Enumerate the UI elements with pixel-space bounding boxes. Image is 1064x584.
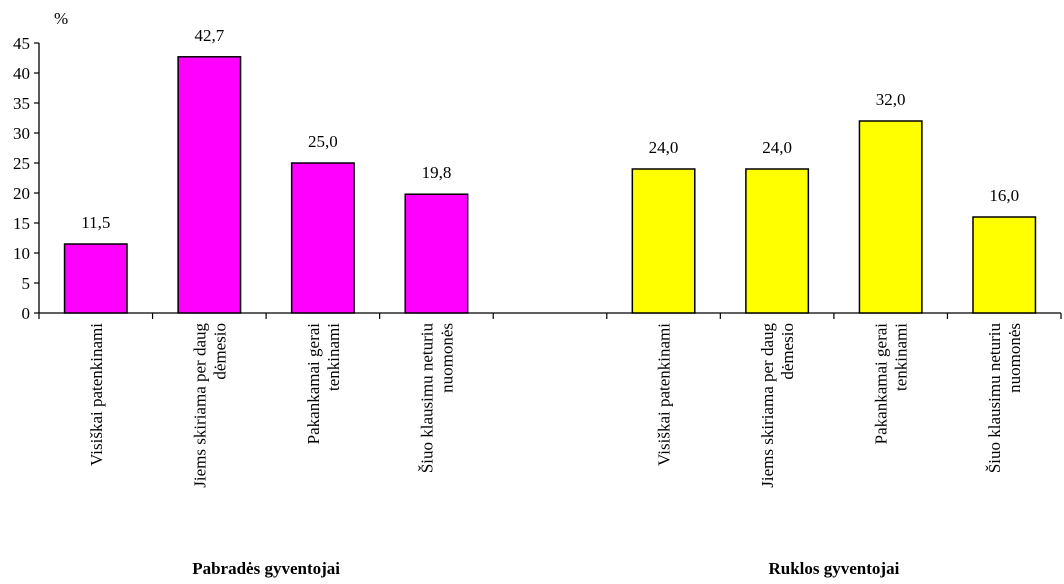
- bar: [858, 120, 923, 314]
- category-label: Pakankamai geraitenkinami: [304, 323, 343, 445]
- category-label-line: dėmesio: [778, 323, 797, 380]
- category-label-line: Šiuo klausimu neturiu: [417, 323, 436, 474]
- value-label: 25,0: [308, 132, 338, 151]
- y-tick-label: 10: [13, 244, 30, 263]
- bar: [745, 168, 810, 314]
- value-labels: 11,5 42,7 25,0 19,8 24,0 24,0 32,0 16,0: [81, 26, 1019, 232]
- y-tick-label: 0: [22, 304, 31, 323]
- category-label-line: nuomonės: [437, 323, 456, 393]
- y-tick-label: 35: [13, 94, 30, 113]
- category-label: Jiems skiriama per daugdėmesio: [190, 323, 229, 488]
- y-tick-label: 5: [22, 274, 31, 293]
- category-label: Šiuo klausimu neturiunuomonės: [985, 323, 1024, 474]
- value-label: 16,0: [989, 186, 1019, 205]
- category-label-line: nuomonės: [1005, 323, 1024, 393]
- category-label: Šiuo klausimu neturiunuomonės: [417, 323, 456, 474]
- value-label: 19,8: [422, 163, 452, 182]
- y-tick-label: 15: [13, 214, 30, 233]
- y-tick-label: 30: [13, 124, 30, 143]
- category-label-line: Visiškai patenkinami: [87, 323, 106, 466]
- y-tick-label: 45: [13, 34, 30, 53]
- group-label: Pabradės gyventojai: [192, 559, 340, 578]
- category-label: Visiškai patenkinami: [655, 323, 674, 466]
- category-label-line: tenkinami: [892, 323, 911, 391]
- category-label-line: dėmesio: [210, 323, 229, 380]
- value-label: 11,5: [81, 213, 110, 232]
- category-label-line: Jiems skiriama per daug: [190, 323, 209, 488]
- y-tick-label: 40: [13, 64, 30, 83]
- category-label-line: tenkinami: [324, 323, 343, 391]
- bar: [63, 243, 128, 314]
- group-label: Ruklos gyventojai: [768, 559, 899, 578]
- y-axis-label: %: [54, 9, 68, 28]
- bar: [631, 168, 696, 314]
- category-label-line: Pakankamai gerai: [872, 323, 891, 445]
- category-label-line: Visiškai patenkinami: [655, 323, 674, 466]
- group-labels: Pabradės gyventojai Ruklos gyventojai: [192, 559, 899, 578]
- bar: [177, 56, 242, 314]
- category-label-line: Jiems skiriama per daug: [758, 323, 777, 488]
- bar: [972, 216, 1037, 314]
- value-label: 42,7: [194, 26, 224, 45]
- y-tick-label: 25: [13, 154, 30, 173]
- category-label-line: Šiuo klausimu neturiu: [985, 323, 1004, 474]
- category-label-line: Pakankamai gerai: [304, 323, 323, 445]
- y-tick-label: 20: [13, 184, 30, 203]
- value-label: 24,0: [762, 138, 792, 157]
- value-label: 32,0: [876, 90, 906, 109]
- bars: [63, 56, 1037, 314]
- category-label: Visiškai patenkinami: [87, 323, 106, 466]
- category-label: Jiems skiriama per daugdėmesio: [758, 323, 797, 488]
- bar: [290, 162, 355, 314]
- value-label: 24,0: [649, 138, 679, 157]
- bar: [404, 193, 469, 314]
- category-label: Pakankamai geraitenkinami: [872, 323, 911, 445]
- category-labels: Visiškai patenkinami Jiems skiriama per d…: [87, 323, 1024, 488]
